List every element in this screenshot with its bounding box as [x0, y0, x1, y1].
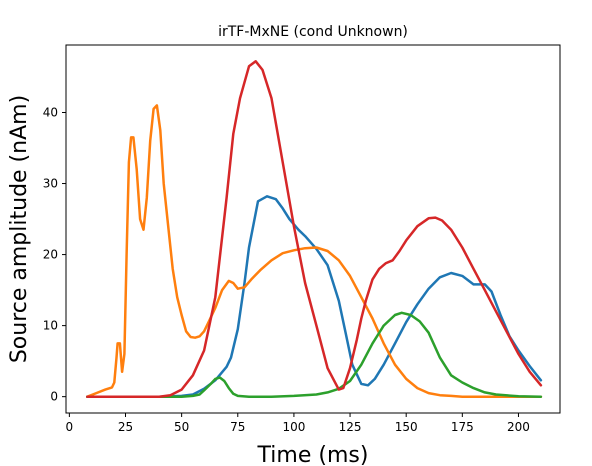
x-tick-label: 0: [66, 420, 74, 434]
x-tick-label: 175: [451, 420, 474, 434]
y-tick-label: 30: [43, 177, 58, 191]
x-tick-label: 50: [174, 420, 189, 434]
x-tick-label: 75: [230, 420, 245, 434]
series-line-1: [86, 195, 543, 398]
x-tick-label: 125: [339, 420, 362, 434]
plot-frame: [65, 44, 561, 414]
y-tick-label: 10: [43, 319, 58, 333]
y-tick-label: 40: [43, 105, 58, 119]
x-tick-label: 100: [282, 420, 305, 434]
series-layer: [86, 60, 543, 398]
y-axis-label: Source amplitude (nAm): [7, 95, 32, 363]
series-line-2: [86, 104, 543, 398]
x-axis: 0 25 50 75 100 125 150 175 200: [66, 413, 530, 434]
x-tick-label: 150: [395, 420, 418, 434]
y-tick-label: 20: [43, 248, 58, 262]
x-axis-label: Time (ms): [257, 443, 369, 466]
y-axis: 0 10 20 30 40: [43, 105, 66, 404]
series-line-4: [86, 60, 543, 398]
x-tick-label: 200: [507, 420, 530, 434]
chart-title: irTF-MxNE (cond Unknown): [218, 24, 408, 40]
y-tick-label: 0: [50, 390, 58, 404]
x-tick-label: 25: [118, 420, 133, 434]
